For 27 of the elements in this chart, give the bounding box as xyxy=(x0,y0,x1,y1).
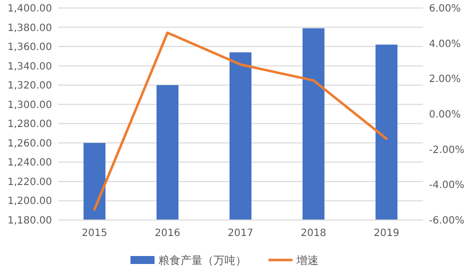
y-tick-label: 1,320.00 xyxy=(7,80,52,92)
x-tick-label: 2018 xyxy=(300,228,326,239)
y2-tick-label: 4.00% xyxy=(429,38,461,50)
y2-tick-label: 6.00% xyxy=(429,4,461,14)
y-tick-label: 1,240.00 xyxy=(7,158,52,169)
y2-tick-label: 0.00% xyxy=(429,110,461,120)
y-tick-label: 1,380.00 xyxy=(7,22,52,34)
y-tick-label: 1,400.00 xyxy=(7,4,52,14)
x-tick-label: 2015 xyxy=(82,228,108,239)
y-tick-label: 1,200.00 xyxy=(7,196,52,208)
x-tick-label: 2016 xyxy=(154,228,180,239)
y-tick-label: 1,220.00 xyxy=(7,176,52,188)
y-tick-label: 1,300.00 xyxy=(7,100,52,111)
y2-tick-label: -2.00% xyxy=(429,144,464,156)
y2-tick-label: -4.00% xyxy=(429,180,464,192)
x-tick-label: 2019 xyxy=(374,228,400,239)
y-tick-label: 1,360.00 xyxy=(7,42,52,54)
legend-label: 粮食产量（万吨） xyxy=(158,254,246,267)
y-tick-label: 1,180.00 xyxy=(7,216,52,226)
x-tick-label: 2017 xyxy=(228,228,254,239)
y-tick-label: 1,260.00 xyxy=(7,138,52,150)
y-tick-label: 1,340.00 xyxy=(7,61,52,72)
y-tick-label: 1,280.00 xyxy=(7,119,52,130)
line-series xyxy=(93,31,388,211)
legend-label: 增速 xyxy=(296,254,318,267)
y2-tick-label: -6.00% xyxy=(429,216,464,226)
y2-tick-label: 2.00% xyxy=(429,74,461,86)
